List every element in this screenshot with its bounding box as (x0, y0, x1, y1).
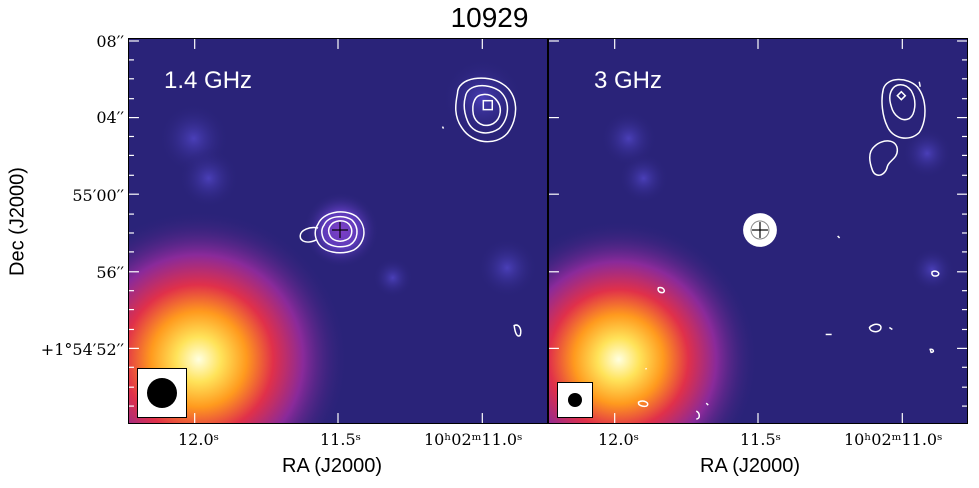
source-marker (332, 222, 348, 238)
x-axis-label: RA (J2000) (700, 455, 801, 477)
contour-lines (637, 78, 940, 420)
beam-ellipse (568, 393, 582, 407)
y-tick-label: +1°54′52′′ (40, 340, 124, 359)
frequency-label: 1.4 GHz (164, 67, 253, 94)
frequency-label: 3 GHz (594, 67, 663, 94)
y-axis-label: Dec (J2000) (6, 167, 29, 276)
beam-box (557, 382, 593, 418)
radio-image-3ghz (549, 39, 967, 423)
y-tick-label: 55′00′′ (72, 186, 124, 205)
x-tick-label: 12.0ˢ (598, 430, 640, 449)
figure-title: 10929 (450, 2, 529, 33)
y-tick-label: 08′′ (96, 32, 124, 51)
x-axis-label: RA (J2000) (282, 455, 383, 477)
x-tick-label: 11.5ˢ (740, 430, 782, 449)
contour-lines (299, 77, 522, 337)
y-tick-label: 04′′ (96, 108, 124, 127)
x-tick-label: 10ʰ02ᵐ11.0ˢ (424, 430, 523, 449)
beam-box (137, 368, 187, 418)
radio-image-1-4ghz (129, 39, 547, 423)
beam-ellipse (147, 378, 177, 408)
panel-3ghz: 3 GHz (548, 38, 968, 424)
panel-1-4ghz: 1.4 GHz (128, 38, 548, 424)
x-tick-label: 11.5ˢ (320, 430, 362, 449)
y-tick-label: 56′′ (96, 263, 124, 282)
source-marker (752, 222, 768, 238)
x-tick-label: 12.0ˢ (178, 430, 220, 449)
x-tick-label: 10ʰ02ᵐ11.0ˢ (844, 430, 943, 449)
